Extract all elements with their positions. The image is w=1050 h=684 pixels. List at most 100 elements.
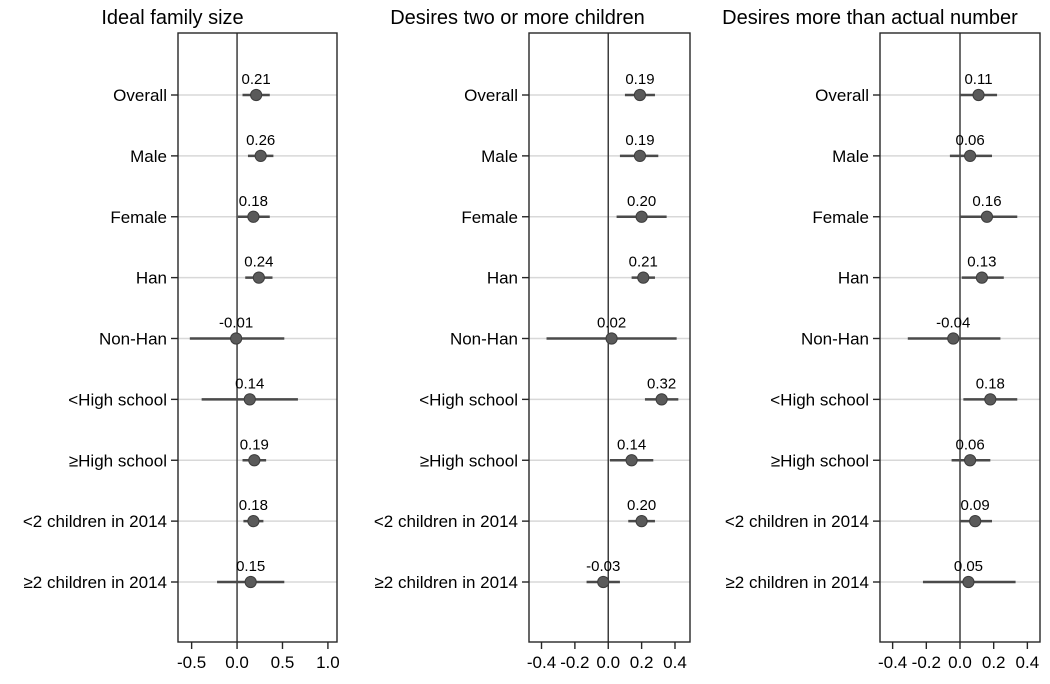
x-axis-tick-label: -0.4 — [878, 653, 907, 672]
value-label: -0.03 — [586, 558, 620, 575]
value-label: 0.20 — [627, 193, 656, 210]
data-point — [633, 88, 647, 102]
value-label: 0.26 — [246, 132, 275, 149]
data-point — [947, 332, 960, 345]
data-point — [243, 393, 256, 406]
category-label: Male — [481, 147, 518, 166]
panel-title-desires-more-than-actual: Desires more than actual number — [722, 7, 1018, 29]
category-label: ≥2 children in 2014 — [374, 573, 518, 592]
data-point — [969, 515, 982, 528]
category-label: ≥High school — [771, 451, 869, 470]
value-label: 0.06 — [956, 436, 985, 453]
x-axis-tick-label: 0.2 — [982, 653, 1006, 672]
x-axis-tick-label: 0.0 — [596, 653, 620, 672]
x-axis-tick-label: 0.4 — [663, 653, 687, 672]
data-point — [655, 393, 668, 406]
category-label: Overall — [464, 86, 518, 105]
x-axis-tick-label: -0.2 — [912, 653, 941, 672]
data-point — [247, 515, 260, 528]
panel-title-desires-two-or-more: Desires two or more children — [390, 7, 645, 29]
value-label: 0.05 — [954, 558, 983, 575]
value-label: 0.18 — [239, 497, 268, 514]
data-point — [633, 149, 647, 162]
data-point — [605, 332, 618, 345]
category-label: <2 children in 2014 — [374, 512, 518, 531]
data-point — [980, 210, 994, 223]
data-point — [635, 515, 648, 528]
category-label: <2 children in 2014 — [725, 512, 869, 531]
value-label: 0.18 — [239, 193, 268, 210]
category-label: Han — [838, 269, 869, 288]
data-point — [250, 88, 263, 102]
data-point — [635, 210, 648, 223]
value-label: 0.09 — [961, 497, 990, 514]
data-point — [962, 575, 975, 589]
data-point — [248, 454, 261, 467]
category-label: Overall — [113, 86, 167, 105]
data-point — [247, 210, 260, 223]
value-label: -0.01 — [219, 315, 253, 332]
value-label: 0.21 — [629, 254, 658, 271]
x-axis-tick-label: 0.4 — [1016, 653, 1040, 672]
category-label: Female — [461, 208, 518, 227]
value-label: 0.19 — [625, 132, 654, 149]
x-axis-tick-label: -0.2 — [560, 653, 589, 672]
category-label: Overall — [815, 86, 869, 105]
data-point — [637, 271, 650, 284]
category-label: ≥High school — [69, 451, 167, 470]
category-label: <High school — [770, 390, 869, 409]
x-axis-tick-label: 0.5 — [271, 653, 295, 672]
value-label: 0.16 — [972, 193, 1001, 210]
data-point — [254, 149, 267, 162]
category-label: Non-Han — [450, 330, 518, 349]
x-axis-tick-label: 0.0 — [948, 653, 972, 672]
x-axis-tick-label: -0.5 — [177, 653, 206, 672]
panel-title-ideal-family-size: Ideal family size — [101, 7, 244, 29]
category-label: ≥2 children in 2014 — [725, 573, 869, 592]
category-label: Male — [130, 147, 167, 166]
data-point — [975, 271, 988, 284]
value-label: -0.04 — [936, 315, 970, 332]
category-label: <2 children in 2014 — [23, 512, 167, 531]
value-label: 0.11 — [964, 71, 992, 88]
value-label: 0.02 — [597, 315, 626, 332]
category-label: Female — [812, 208, 869, 227]
value-label: 0.24 — [244, 254, 273, 271]
plot-frame — [177, 32, 338, 643]
category-label: Non-Han — [99, 330, 167, 349]
value-label: 0.14 — [235, 375, 264, 392]
x-axis-tick-label: 0.0 — [225, 653, 249, 672]
value-label: 0.19 — [625, 71, 654, 88]
data-point — [984, 393, 997, 406]
value-label: 0.06 — [956, 132, 985, 149]
x-axis-tick-label: 1.0 — [316, 653, 340, 672]
value-label: 0.18 — [976, 375, 1005, 392]
x-axis-tick-label: -0.4 — [527, 653, 556, 672]
category-label: Male — [832, 147, 869, 166]
data-point — [244, 575, 257, 589]
data-point — [625, 454, 638, 467]
value-label: 0.20 — [627, 497, 656, 514]
x-axis-tick-label: 0.2 — [630, 653, 654, 672]
data-point — [230, 332, 243, 345]
data-point — [964, 149, 977, 162]
data-point — [964, 454, 977, 467]
category-label: <High school — [68, 390, 167, 409]
category-label: Han — [136, 269, 167, 288]
category-label: Non-Han — [801, 330, 869, 349]
value-label: 0.13 — [967, 254, 996, 271]
data-point — [597, 575, 610, 589]
category-label: ≥High school — [420, 451, 518, 470]
plot-frame — [528, 32, 691, 643]
data-point — [972, 88, 985, 102]
value-label: 0.19 — [240, 436, 269, 453]
value-label: 0.15 — [236, 558, 265, 575]
category-label: Han — [487, 269, 518, 288]
category-label: <High school — [419, 390, 518, 409]
data-point — [252, 271, 265, 284]
category-label: Female — [110, 208, 167, 227]
value-label: 0.32 — [647, 375, 676, 392]
value-label: 0.14 — [617, 436, 646, 453]
